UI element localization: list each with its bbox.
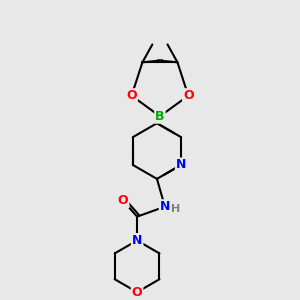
Text: N: N — [132, 234, 142, 247]
Text: O: O — [126, 89, 137, 102]
Text: N: N — [132, 234, 142, 247]
Text: H: H — [171, 204, 181, 214]
Text: B: B — [155, 110, 165, 123]
Text: O: O — [118, 194, 128, 207]
Text: O: O — [183, 89, 194, 102]
Text: N: N — [160, 200, 170, 213]
Text: N: N — [176, 158, 186, 172]
Text: O: O — [132, 286, 142, 299]
